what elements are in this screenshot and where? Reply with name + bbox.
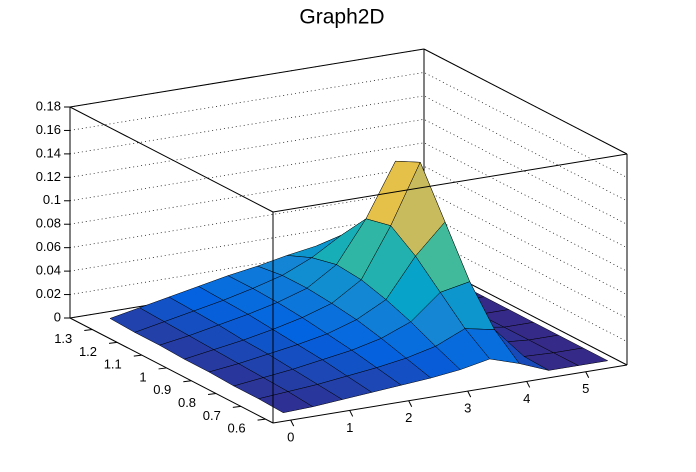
y-tick-label: 1.2 xyxy=(79,344,97,359)
y-tick xyxy=(84,329,93,332)
z-tick-label: 0.16 xyxy=(36,122,61,137)
z-tick-label: 0.06 xyxy=(36,239,61,254)
x-tick xyxy=(526,381,531,388)
z-tick-label: 0.02 xyxy=(36,286,61,301)
x-tick xyxy=(467,390,472,398)
z-tick-label: 0.12 xyxy=(36,169,61,184)
x-tick xyxy=(349,410,354,417)
z-tick-label: 0 xyxy=(54,309,61,324)
y-tick xyxy=(133,354,142,357)
y-tick xyxy=(207,393,217,396)
x-tick xyxy=(408,400,413,407)
box-edge xyxy=(69,317,274,424)
x-tick-label: 3 xyxy=(464,401,471,416)
x-tick-label: 4 xyxy=(523,391,530,406)
z-tick-label: 0.04 xyxy=(36,263,61,278)
y-tick-label: 1.1 xyxy=(104,357,122,372)
y-tick-label: 1 xyxy=(139,369,146,384)
x-tick-label: 0 xyxy=(287,430,294,445)
y-tick-label: 0.9 xyxy=(153,382,171,397)
chart-title: Graph2D xyxy=(299,6,384,29)
z-tick-label: 0.08 xyxy=(36,216,61,231)
x-tick-label: 5 xyxy=(582,381,589,396)
box-edge xyxy=(272,364,628,424)
box-edge xyxy=(69,106,274,213)
y-tick-label: 0.6 xyxy=(227,421,245,436)
y-tick xyxy=(232,405,241,408)
y-tick xyxy=(158,367,167,370)
x-tick-label: 2 xyxy=(405,410,412,425)
z-tick-label: 0.14 xyxy=(36,145,61,160)
z-tick-label: 0.1 xyxy=(43,192,61,207)
y-tick-label: 0.8 xyxy=(178,395,196,410)
x-tick xyxy=(585,371,590,378)
x-tick-label: 1 xyxy=(346,420,353,435)
y-tick xyxy=(183,380,192,383)
box-edge xyxy=(423,48,628,155)
surface-cell xyxy=(257,391,314,414)
box-edge xyxy=(69,48,425,108)
y-tick xyxy=(108,341,118,344)
box-edge xyxy=(272,153,628,213)
z-tick-label: 0.18 xyxy=(36,98,61,113)
y-tick-label: 1.3 xyxy=(54,331,72,346)
y-tick xyxy=(257,418,266,421)
y-tick-label: 0.7 xyxy=(203,408,221,423)
x-tick xyxy=(290,419,295,427)
